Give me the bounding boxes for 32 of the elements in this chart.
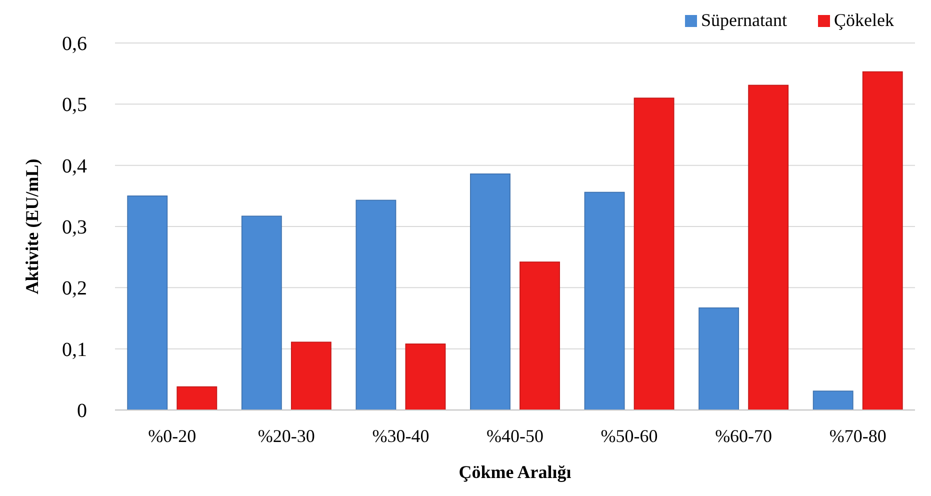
x-tick-label: %40-50 xyxy=(486,426,544,446)
y-tick-label: 0,4 xyxy=(62,155,87,178)
y-tick-label: 0,2 xyxy=(62,278,87,300)
bar xyxy=(634,98,674,410)
x-axis-title: Çökme Aralığı xyxy=(458,462,572,482)
x-tick-label: %0-20 xyxy=(148,426,196,446)
y-axis-title: Aktivite (EU/mL) xyxy=(22,158,42,294)
legend-label: Çökelek xyxy=(834,10,894,30)
bar xyxy=(470,173,510,410)
bar xyxy=(241,216,282,410)
bar xyxy=(698,307,740,410)
bar xyxy=(127,196,168,410)
bar xyxy=(584,192,625,410)
bar xyxy=(748,84,789,410)
y-tick-label: 0,1 xyxy=(62,338,87,361)
bar xyxy=(862,71,903,410)
y-tick-label: 0,3 xyxy=(62,216,87,238)
y-tick-label: 0,6 xyxy=(62,33,87,55)
y-tick-label: 0 xyxy=(77,400,87,422)
x-tick-label: %60-70 xyxy=(715,426,772,446)
legend-label: Süpernatant xyxy=(701,10,787,30)
x-tick-label: %50-60 xyxy=(600,426,658,446)
x-tick-label: %70-80 xyxy=(829,426,886,446)
bar xyxy=(356,200,396,410)
bar xyxy=(812,390,854,410)
x-tick-label: %30-40 xyxy=(372,426,430,446)
x-tick-label: %20-30 xyxy=(258,426,315,446)
bar xyxy=(405,344,446,410)
y-tick-label: 0,5 xyxy=(62,94,87,116)
bar xyxy=(520,262,560,410)
bar xyxy=(290,342,332,410)
bar xyxy=(176,386,218,410)
